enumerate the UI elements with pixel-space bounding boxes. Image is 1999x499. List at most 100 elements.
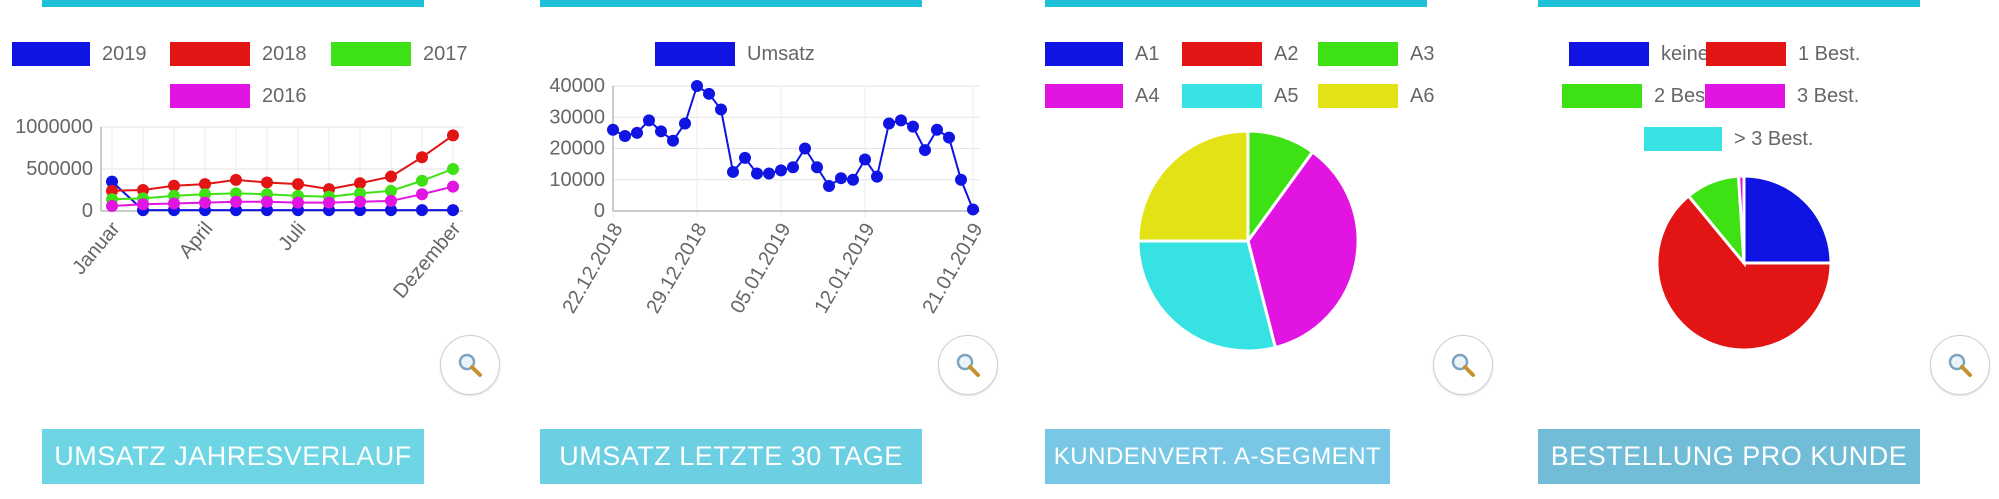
data-point: [847, 173, 859, 186]
data-point: [323, 196, 335, 209]
data-point: [919, 144, 931, 157]
data-point: [655, 125, 667, 138]
data-point: [199, 178, 211, 191]
magnifier-icon: [1948, 353, 1972, 377]
legend-swatch: [1644, 127, 1722, 151]
data-point: [943, 131, 955, 144]
data-point: [385, 204, 397, 217]
data-point: [799, 142, 811, 155]
legend-swatch: [1562, 84, 1642, 108]
legend-label: 1 Best.: [1798, 43, 1860, 65]
data-point: [691, 80, 703, 92]
chart-a-segment: A1 A2 A3 A4 A5 A6: [1045, 42, 1434, 353]
legend-label: 3 Best.: [1797, 85, 1859, 107]
x-tick-label: Juli: [274, 218, 310, 255]
data-point: [385, 194, 397, 207]
data-point: [907, 120, 919, 133]
data-point: [775, 164, 787, 177]
data-point: [416, 151, 428, 164]
y-tick-label: 30000: [549, 106, 605, 128]
panel-top-bar: [1538, 0, 1920, 7]
data-point: [199, 188, 211, 201]
zoom-button[interactable]: [1433, 335, 1493, 395]
data-point: [643, 114, 655, 127]
data-point: [871, 170, 883, 183]
panel-title-button[interactable]: UMSATZ LETZTE 30 TAGE: [540, 429, 922, 484]
legend-swatch: [1706, 42, 1786, 66]
data-point: [631, 126, 643, 139]
data-point: [679, 117, 691, 130]
legend-label: > 3 Best.: [1734, 128, 1814, 150]
zoom-button[interactable]: [938, 335, 998, 395]
y-tick-label: 40000: [549, 75, 605, 97]
data-point: [137, 184, 149, 196]
panel-top-bar: [42, 0, 424, 7]
data-point: [168, 197, 180, 210]
data-point: [106, 175, 118, 188]
panel-title-button[interactable]: BESTELLUNG PRO KUNDE: [1538, 429, 1920, 484]
data-point: [292, 196, 304, 209]
legend-label: 2016: [262, 85, 307, 107]
data-point: [727, 165, 739, 178]
panel-umsatz-jahresverlauf: 2019 2018 2017 2016 0 500000 1000000 Januar Apri…: [0, 0, 500, 499]
data-point: [955, 173, 967, 186]
chart-bestellung-pro-kunde: keine 1 Best. 2 Best. 3 Best. > 3 Best.: [1562, 42, 1860, 352]
y-tick-label: 10000: [549, 169, 605, 191]
zoom-button[interactable]: [1930, 335, 1990, 395]
magnifier-icon: [458, 353, 482, 377]
legend-label: 2018: [262, 43, 307, 65]
data-point: [667, 134, 679, 147]
x-tick-label: Januar: [68, 218, 124, 279]
data-point: [354, 187, 366, 200]
y-tick-label: 1000000: [15, 116, 93, 138]
legend-swatch: [1318, 84, 1398, 108]
data-point: [751, 167, 763, 180]
data-point: [354, 195, 366, 208]
data-point: [835, 172, 847, 185]
y-tick-label: 0: [594, 200, 605, 222]
data-point: [447, 180, 459, 193]
data-point: [199, 196, 211, 209]
legend-swatch: [655, 42, 735, 66]
pie-slice: [1136, 129, 1250, 243]
series-line: [111, 134, 454, 192]
x-tick-label: April: [175, 218, 218, 263]
data-point: [261, 195, 273, 208]
panel-umsatz-letzte-30-tage: Umsatz 0 10000 20000 30000 40000 22.12.2018 29.…: [500, 0, 1000, 499]
pie-slice: [1736, 174, 1746, 264]
data-point: [106, 199, 118, 212]
y-tick-label: 0: [82, 200, 93, 222]
data-point: [895, 114, 907, 127]
zoom-button[interactable]: [440, 335, 500, 395]
data-point: [230, 173, 242, 186]
data-point: [447, 129, 459, 142]
y-tick-label: 500000: [26, 158, 93, 180]
data-point: [859, 153, 871, 166]
legend-label: 2 Best.: [1654, 85, 1716, 107]
x-tick-label: Dezember: [389, 218, 465, 303]
legend-swatch: [1569, 42, 1649, 66]
legend-label: 2019: [102, 43, 147, 65]
magnifier-icon: [1451, 353, 1475, 377]
legend-swatch: [1045, 42, 1123, 66]
chart-jahresverlauf: 2019 2018 2017 2016 0 500000 1000000 Januar Apri…: [12, 42, 468, 303]
legend-swatch: [331, 42, 411, 66]
data-point: [739, 151, 751, 164]
chart-letzte-30-tage: Umsatz 0 10000 20000 30000 40000 22.12.2018 29.…: [549, 42, 988, 318]
legend-label: Umsatz: [747, 43, 815, 65]
data-point: [230, 187, 242, 200]
x-tick-label: 12.01.2019: [810, 220, 879, 318]
x-tick-label: 05.01.2019: [726, 220, 795, 318]
pie-slice: [1655, 193, 1833, 352]
panel-top-bar: [540, 0, 922, 7]
legend-swatch: [1045, 84, 1123, 108]
data-point: [931, 123, 943, 136]
legend-swatch: [1182, 84, 1262, 108]
panel-bestellung-pro-kunde: keine 1 Best. 2 Best. 3 Best. > 3 Best. BEST…: [1500, 0, 1999, 499]
legend-label: A5: [1274, 85, 1298, 107]
panel-title-button[interactable]: UMSATZ JAHRESVERLAUF: [42, 429, 424, 484]
legend-swatch: [1182, 42, 1262, 66]
panel-title-button[interactable]: KUNDENVERT. A-SEGMENT: [1045, 429, 1390, 484]
data-point: [106, 184, 118, 197]
legend-swatch: [1318, 42, 1398, 66]
